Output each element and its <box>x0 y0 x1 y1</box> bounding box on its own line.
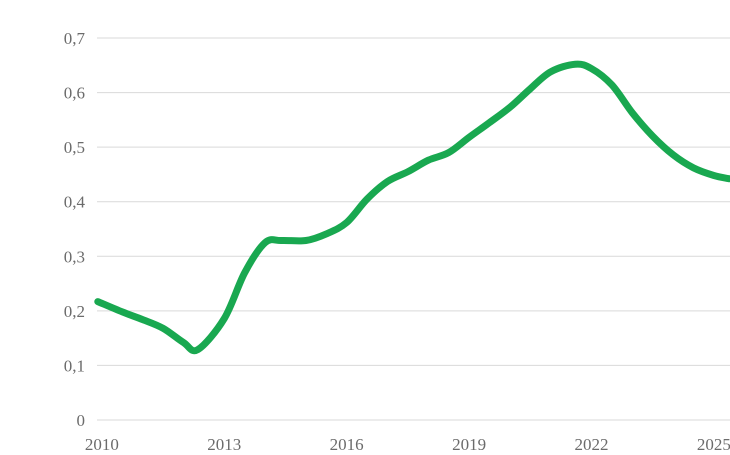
x-axis-tick-label: 2013 <box>207 435 241 454</box>
y-axis-tick-label: 0,7 <box>64 29 86 48</box>
y-axis-tick-label: 0,2 <box>64 302 85 321</box>
x-axis-tick-label: 2022 <box>574 435 608 454</box>
line-chart[interactable]: 0 0,1 0,2 0,3 0,4 0,5 0,6 0,7 2010 2013 2016 2019 20… <box>40 16 730 455</box>
x-axis-tick-label: 2019 <box>452 435 486 454</box>
x-axis-tick-label: 2010 <box>85 435 119 454</box>
x-axis-tick-label: 2016 <box>330 435 364 454</box>
y-axis-tick-label: 0,5 <box>64 138 85 157</box>
x-axis-tick-label: 2025 <box>697 435 730 454</box>
y-axis-tick-label: 0,4 <box>64 193 86 212</box>
chart-canvas: 0 0,1 0,2 0,3 0,4 0,5 0,6 0,7 2010 2013 2016 2019 20… <box>64 29 730 454</box>
y-axis-tick-label: 0,6 <box>64 84 85 103</box>
y-axis-tick-label: 0,1 <box>64 356 85 375</box>
y-axis-tick-label: 0,3 <box>64 247 85 266</box>
series-line <box>94 60 730 355</box>
y-axis-tick-label: 0 <box>77 411 86 430</box>
